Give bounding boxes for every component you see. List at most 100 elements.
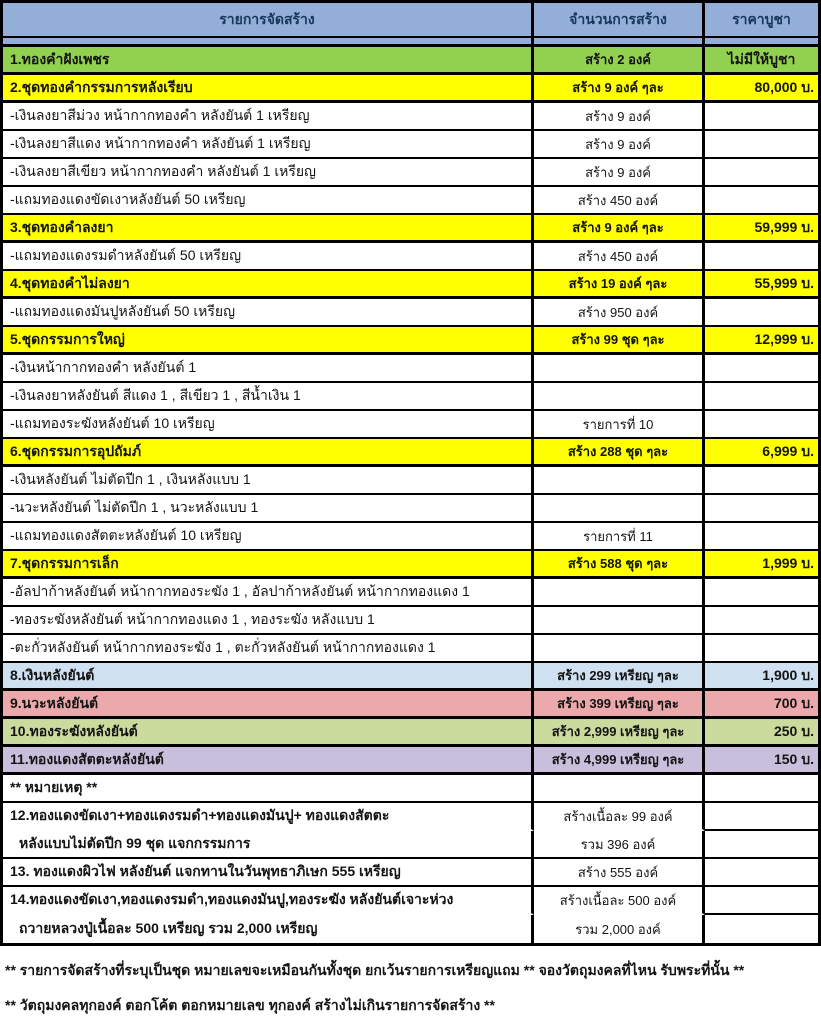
price-cell bbox=[705, 887, 818, 915]
table-row: 2.ชุดทองคำกรรมการหลังเรียบ สร้าง 9 องค์ ๆ… bbox=[3, 75, 818, 103]
header-price-column: ราคาบูชา bbox=[705, 3, 818, 38]
table-row: 13. ทองแดงผิวไฟ หลังยันต์ แจกทานในวันพุท… bbox=[3, 859, 818, 887]
table-row: ถวายหลวงปู่เนื้อละ 500 เหรียญ รวม 2,000 … bbox=[3, 915, 818, 943]
quantity-cell: สร้าง 9 องค์ ๆละ bbox=[534, 75, 705, 103]
quantity-cell bbox=[534, 579, 705, 607]
quantity-cell bbox=[534, 383, 705, 411]
quantity-cell: รายการที่ 11 bbox=[534, 523, 705, 551]
quantity-cell: สร้าง 9 องค์ bbox=[534, 131, 705, 159]
item-name-cell: ถวายหลวงปู่เนื้อละ 500 เหรียญ รวม 2,000 … bbox=[3, 915, 534, 943]
table-row: 1.ทองคำฝังเพชร สร้าง 2 องค์ ไม่มีให้บูชา bbox=[3, 47, 818, 75]
item-name-cell: 8.เงินหลังยันต์ bbox=[3, 663, 534, 691]
table-header-row: รายการจัดสร้าง จำนวนการสร้าง ราคาบูชา bbox=[3, 3, 818, 38]
item-name-cell: 3.ชุดทองคำลงยา bbox=[3, 215, 534, 243]
quantity-cell: สร้าง 299 เหรียญ ๆละ bbox=[534, 663, 705, 691]
table-row: -แถมทองแดงมันปูหลังยันต์ 50 เหรียญ สร้าง … bbox=[3, 299, 818, 327]
table-row: -เงินลงยาสีเขียว หน้ากากทองคำ หลังยันต์ … bbox=[3, 159, 818, 187]
table-row: -แถมทองระฆังหลังยันต์ 10 เหรียญ รายการที่… bbox=[3, 411, 818, 439]
item-name-cell: -เงินลงยาสีม่วง หน้ากากทองคำ หลังยันต์ 1… bbox=[3, 103, 534, 131]
quantity-cell bbox=[534, 495, 705, 523]
header-items-column: รายการจัดสร้าง bbox=[3, 3, 534, 38]
item-name-cell: -เงินหลังยันต์ ไม่ตัดปีก 1 , เงินหลังแบบ… bbox=[3, 467, 534, 495]
price-cell bbox=[705, 187, 818, 215]
price-cell bbox=[705, 859, 818, 887]
item-name-cell: 10.ทองระฆังหลังยันต์ bbox=[3, 719, 534, 747]
table-row: -นวะหลังยันต์ ไม่ตัดปีก 1 , นวะหลังแบบ 1 bbox=[3, 495, 818, 523]
item-name-cell: 9.นวะหลังยันต์ bbox=[3, 691, 534, 719]
price-cell: 250 บ. bbox=[705, 719, 818, 747]
quantity-cell: สร้าง 588 ชุด ๆละ bbox=[534, 551, 705, 579]
creation-price-table: รายการจัดสร้าง จำนวนการสร้าง ราคาบูชา 1.… bbox=[0, 0, 821, 946]
table-row: -แถมทองแดงรมดำหลังยันต์ 50 เหรียญ สร้าง 4… bbox=[3, 243, 818, 271]
item-name-cell: -อัลปาก้าหลังยันต์ หน้ากากทองระฆัง 1 , อ… bbox=[3, 579, 534, 607]
item-name-cell: -เงินลงยาสีแดง หน้ากากทองคำ หลังยันต์ 1 … bbox=[3, 131, 534, 159]
quantity-cell: รวม 396 องค์ bbox=[534, 831, 705, 859]
header-quantity-column: จำนวนการสร้าง bbox=[534, 3, 705, 38]
item-name-cell: -แถมทองแดงสัตตะหลังยันต์ 10 เหรียญ bbox=[3, 523, 534, 551]
quantity-cell bbox=[534, 635, 705, 663]
price-cell: 6,999 บ. bbox=[705, 439, 818, 467]
item-name-cell: -แถมทองระฆังหลังยันต์ 10 เหรียญ bbox=[3, 411, 534, 439]
table-row: 5.ชุดกรรมการใหญ่ สร้าง 99 ชุด ๆละ 12,999 บ… bbox=[3, 327, 818, 355]
strip-cell bbox=[705, 38, 818, 47]
table-row: ** หมายเหตุ ** bbox=[3, 775, 818, 803]
table-row: -ทองระฆังหลังยันต์ หน้ากากทองแดง 1 , ทอง… bbox=[3, 607, 818, 635]
price-cell: 55,999 บ. bbox=[705, 271, 818, 299]
table-body: 1.ทองคำฝังเพชร สร้าง 2 องค์ ไม่มีให้บูชา 2.… bbox=[3, 47, 818, 943]
table-row: 10.ทองระฆังหลังยันต์ สร้าง 2,999 เหรียญ ๆ… bbox=[3, 719, 818, 747]
quantity-cell: สร้าง 950 องค์ bbox=[534, 299, 705, 327]
quantity-cell: สร้างเนื้อละ 99 องค์ bbox=[534, 803, 705, 831]
table-row: -อัลปาก้าหลังยันต์ หน้ากากทองระฆัง 1 , อ… bbox=[3, 579, 818, 607]
item-name-cell: ** หมายเหตุ ** bbox=[3, 775, 534, 803]
price-cell bbox=[705, 299, 818, 327]
table-row: 8.เงินหลังยันต์ สร้าง 299 เหรียญ ๆละ 1,900… bbox=[3, 663, 818, 691]
quantity-cell: สร้าง 450 องค์ bbox=[534, 243, 705, 271]
price-cell bbox=[705, 579, 818, 607]
strip-cell bbox=[534, 38, 705, 47]
item-name-cell: 11.ทองแดงสัตตะหลังยันต์ bbox=[3, 747, 534, 775]
price-cell bbox=[705, 243, 818, 271]
price-cell bbox=[705, 467, 818, 495]
price-cell: 80,000 บ. bbox=[705, 75, 818, 103]
quantity-cell: รวม 2,000 องค์ bbox=[534, 915, 705, 943]
table-row: 9.นวะหลังยันต์ สร้าง 399 เหรียญ ๆละ 700 บ. bbox=[3, 691, 818, 719]
quantity-cell: สร้าง 9 องค์ bbox=[534, 103, 705, 131]
item-name-cell: 2.ชุดทองคำกรรมการหลังเรียบ bbox=[3, 75, 534, 103]
price-cell: 12,999 บ. bbox=[705, 327, 818, 355]
price-cell bbox=[705, 355, 818, 383]
quantity-cell: สร้าง 555 องค์ bbox=[534, 859, 705, 887]
price-cell: 59,999 บ. bbox=[705, 215, 818, 243]
table-row: 11.ทองแดงสัตตะหลังยันต์ สร้าง 4,999 เหรีย… bbox=[3, 747, 818, 775]
price-cell bbox=[705, 383, 818, 411]
price-cell bbox=[705, 103, 818, 131]
price-cell: 700 บ. bbox=[705, 691, 818, 719]
item-name-cell: 14.ทองแดงขัดเงา,ทองแดงรมดำ,ทองแดงมันปู,ท… bbox=[3, 887, 534, 915]
price-cell bbox=[705, 131, 818, 159]
price-cell bbox=[705, 831, 818, 859]
table-row: 6.ชุดกรรมการอุปถัมภ์ สร้าง 288 ชุด ๆละ 6,9… bbox=[3, 439, 818, 467]
item-name-cell: 6.ชุดกรรมการอุปถัมภ์ bbox=[3, 439, 534, 467]
table-row: 7.ชุดกรรมการเล็ก สร้าง 588 ชุด ๆละ 1,999 บ… bbox=[3, 551, 818, 579]
quantity-cell: รายการที่ 10 bbox=[534, 411, 705, 439]
footnote-line-1: ** รายการจัดสร้างที่ระบุเป็นชุด หมายเลขจ… bbox=[5, 962, 745, 978]
quantity-cell: สร้าง 9 องค์ bbox=[534, 159, 705, 187]
item-name-cell: -เงินหน้ากากทองคำ หลังยันต์ 1 bbox=[3, 355, 534, 383]
price-cell: 1,999 บ. bbox=[705, 551, 818, 579]
quantity-cell: สร้าง 2,999 เหรียญ ๆละ bbox=[534, 719, 705, 747]
price-cell: ไม่มีให้บูชา bbox=[705, 47, 818, 75]
table-row: หลังแบบไม่ตัดปีก 99 ชุด แจกกรรมการ รวม 39… bbox=[3, 831, 818, 859]
quantity-cell: สร้าง 450 องค์ bbox=[534, 187, 705, 215]
item-name-cell: 13. ทองแดงผิวไฟ หลังยันต์ แจกทานในวันพุท… bbox=[3, 859, 534, 887]
strip-cell bbox=[3, 38, 534, 47]
table-row: -แถมทองแดงสัตตะหลังยันต์ 10 เหรียญ รายการ… bbox=[3, 523, 818, 551]
price-cell bbox=[705, 159, 818, 187]
table-row: -ตะกั่วหลังยันต์ หน้ากากทองระฆัง 1 , ตะก… bbox=[3, 635, 818, 663]
price-cell bbox=[705, 635, 818, 663]
item-name-cell: -แถมทองแดงขัดเงาหลังยันต์ 50 เหรียญ bbox=[3, 187, 534, 215]
item-name-cell: -แถมทองแดงมันปูหลังยันต์ 50 เหรียญ bbox=[3, 299, 534, 327]
footnote-line-2: ** วัตถุมงคลทุกองค์ ตอกโค้ต ตอกหมายเลข ท… bbox=[5, 997, 495, 1013]
item-name-cell: -นวะหลังยันต์ ไม่ตัดปีก 1 , นวะหลังแบบ 1 bbox=[3, 495, 534, 523]
item-name-cell: 7.ชุดกรรมการเล็ก bbox=[3, 551, 534, 579]
price-cell bbox=[705, 495, 818, 523]
table-row: -เงินลงยาสีแดง หน้ากากทองคำ หลังยันต์ 1 … bbox=[3, 131, 818, 159]
